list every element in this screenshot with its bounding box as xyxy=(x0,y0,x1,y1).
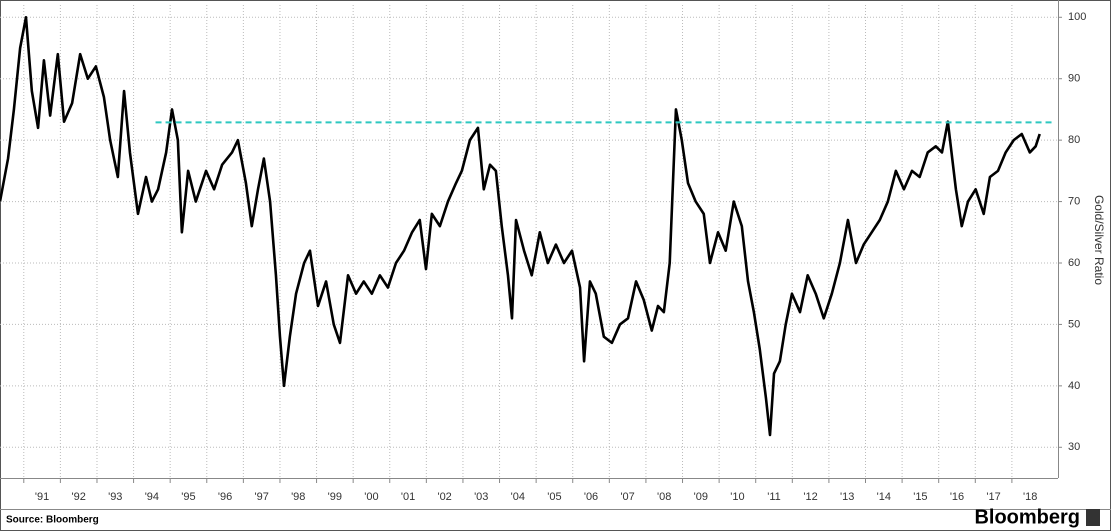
x-tick-label: '97 xyxy=(254,491,268,503)
x-tick-label: '04 xyxy=(511,491,525,503)
y-tick-label: 40 xyxy=(1068,380,1080,392)
y-tick-label: 80 xyxy=(1068,134,1080,146)
x-tick-label: '06 xyxy=(584,491,598,503)
y-tick-label: 60 xyxy=(1068,257,1080,269)
x-tick-label: '10 xyxy=(730,491,744,503)
x-tick-label: '93 xyxy=(108,491,122,503)
brand: Bloomberg xyxy=(974,506,1080,528)
y-tick-label: 90 xyxy=(1068,73,1080,85)
x-tick-label: '96 xyxy=(218,491,232,503)
y-tick-label: 70 xyxy=(1068,195,1080,207)
x-tick-label: '95 xyxy=(181,491,195,503)
y-tick-label: 100 xyxy=(1068,11,1086,23)
x-tick-label: '02 xyxy=(437,491,451,503)
x-tick-label: '99 xyxy=(328,491,342,503)
x-tick-label: '11 xyxy=(767,491,781,503)
x-tick-label: '12 xyxy=(803,491,817,503)
x-tick-label: '15 xyxy=(913,491,927,503)
x-tick-label: '01 xyxy=(401,491,415,503)
x-tick-label: '92 xyxy=(72,491,86,503)
x-tick-label: '08 xyxy=(657,491,671,503)
y-axis-label: Gold/Silver Ratio xyxy=(1092,195,1106,285)
x-tick-label: '07 xyxy=(620,491,634,503)
y-tick-label: 50 xyxy=(1068,318,1080,330)
x-tick-label: '09 xyxy=(694,491,708,503)
x-tick-label: '05 xyxy=(547,491,561,503)
x-tick-label: '16 xyxy=(950,491,964,503)
x-tick-label: '03 xyxy=(474,491,488,503)
data-line xyxy=(0,15,1041,437)
x-tick-label: '17 xyxy=(986,491,1000,503)
x-tick-label: '14 xyxy=(877,491,891,503)
brand-icon xyxy=(1086,509,1100,526)
x-tick-label: '98 xyxy=(291,491,305,503)
source: Source: Bloomberg xyxy=(6,515,99,526)
y-tick-label: 30 xyxy=(1068,441,1080,453)
x-tick-label: '18 xyxy=(1023,491,1037,503)
x-tick-label: '91 xyxy=(35,491,49,503)
x-tick-label: '94 xyxy=(145,491,159,503)
x-tick-label: '00 xyxy=(364,491,378,503)
x-tick-label: '13 xyxy=(840,491,854,503)
